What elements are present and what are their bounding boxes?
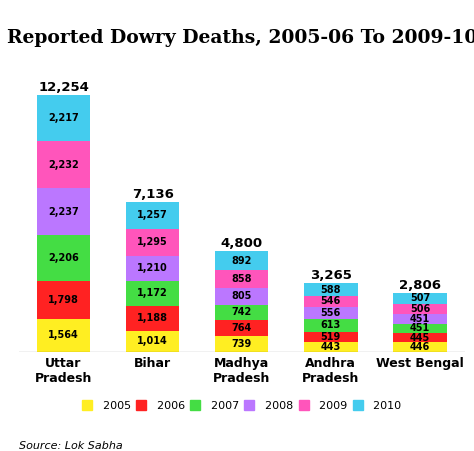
Bar (126, 331, 179, 352)
Bar (393, 333, 447, 342)
Bar (393, 314, 447, 324)
Bar (37, 188, 90, 235)
Text: 519: 519 (321, 332, 341, 342)
Bar (215, 320, 268, 336)
Text: 1,798: 1,798 (48, 295, 79, 305)
Bar (304, 342, 357, 352)
Bar (215, 251, 268, 270)
Text: 507: 507 (410, 293, 430, 303)
Bar (304, 331, 357, 342)
Text: 445: 445 (410, 333, 430, 343)
Text: 506: 506 (410, 304, 430, 314)
Bar (126, 229, 179, 256)
Text: 4,800: 4,800 (221, 237, 263, 250)
Bar (126, 202, 179, 229)
Bar (304, 307, 357, 319)
Text: 546: 546 (321, 296, 341, 306)
Bar (393, 304, 447, 314)
Text: 858: 858 (231, 274, 252, 284)
Bar (304, 283, 357, 296)
Text: 2,232: 2,232 (48, 160, 79, 170)
Title: Reported Dowry Deaths, 2005-06 To 2009-10: Reported Dowry Deaths, 2005-06 To 2009-1… (7, 29, 474, 47)
Bar (126, 256, 179, 281)
Legend:   2005,   2006,   2007,   2008,   2009,   2010: 2005, 2006, 2007, 2008, 2009, 2010 (78, 396, 406, 415)
Text: 1,210: 1,210 (137, 263, 168, 273)
Bar (126, 281, 179, 306)
Bar (393, 342, 447, 352)
Text: 1,295: 1,295 (137, 237, 168, 247)
Bar (393, 293, 447, 304)
Bar (215, 336, 268, 352)
Text: 1,172: 1,172 (137, 288, 168, 299)
Text: 892: 892 (232, 256, 252, 266)
Bar (215, 288, 268, 305)
Text: 443: 443 (321, 342, 341, 352)
Bar (126, 306, 179, 331)
Text: 451: 451 (410, 314, 430, 324)
Text: 742: 742 (232, 308, 252, 318)
Bar (37, 141, 90, 188)
Text: 2,237: 2,237 (48, 207, 79, 216)
Text: 451: 451 (410, 323, 430, 333)
Text: 7,136: 7,136 (132, 188, 173, 201)
Text: 2,806: 2,806 (399, 279, 441, 292)
Text: 2,206: 2,206 (48, 253, 79, 263)
Bar (37, 235, 90, 281)
Text: 1,188: 1,188 (137, 313, 168, 323)
Bar (215, 270, 268, 288)
Text: 1,564: 1,564 (48, 331, 79, 341)
Text: 3,265: 3,265 (310, 269, 352, 282)
Text: 613: 613 (321, 320, 341, 330)
Text: 446: 446 (410, 342, 430, 352)
Bar (304, 296, 357, 307)
Text: Source: Lok Sabha: Source: Lok Sabha (19, 441, 123, 451)
Bar (37, 95, 90, 141)
Text: 1,257: 1,257 (137, 210, 168, 221)
Bar (304, 319, 357, 331)
Text: 805: 805 (232, 291, 252, 301)
Text: 2,217: 2,217 (48, 113, 79, 123)
Bar (393, 324, 447, 333)
Bar (37, 319, 90, 352)
Text: 588: 588 (320, 285, 341, 295)
Bar (37, 281, 90, 319)
Text: 764: 764 (232, 323, 252, 333)
Bar (215, 305, 268, 320)
Text: 12,254: 12,254 (38, 81, 89, 94)
Text: 556: 556 (321, 308, 341, 318)
Text: 739: 739 (232, 339, 252, 349)
Text: 1,014: 1,014 (137, 336, 168, 346)
